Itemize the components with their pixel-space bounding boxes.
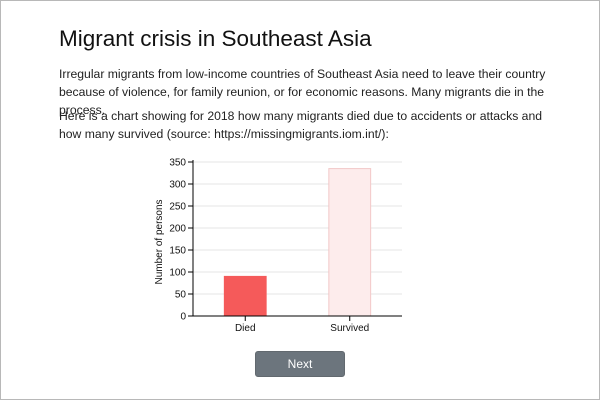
y-tick-label: 350 (169, 158, 186, 169)
x-tick-label: Survived (330, 323, 369, 334)
intro-paragraph: Irregular migrants from low-income count… (59, 67, 546, 117)
y-tick-label: 200 (169, 224, 186, 235)
y-tick-label: 300 (169, 180, 186, 191)
y-tick-label: 50 (175, 290, 187, 301)
chart-intro-paragraph: Here is a chart showing for 2018 how man… (59, 109, 543, 141)
chart-axes: 0 50 100 150 200 250 300 350 Died Survived (169, 158, 402, 334)
y-axis-label: Number of persons (154, 199, 165, 284)
bar-survived (328, 168, 372, 317)
bar-chart: 0 50 100 150 200 250 300 350 Died Survived Number… (154, 158, 402, 334)
y-tick-label: 100 (169, 268, 186, 279)
y-tick-label: 250 (169, 202, 186, 213)
x-tick-label: Died (235, 323, 256, 334)
page-title: Migrant crisis in Southeast Asia (59, 26, 372, 51)
y-tick-label: 0 (180, 312, 186, 323)
y-tick-label: 150 (169, 246, 186, 257)
bar-died (223, 275, 267, 317)
next-button[interactable]: Next (255, 351, 345, 377)
